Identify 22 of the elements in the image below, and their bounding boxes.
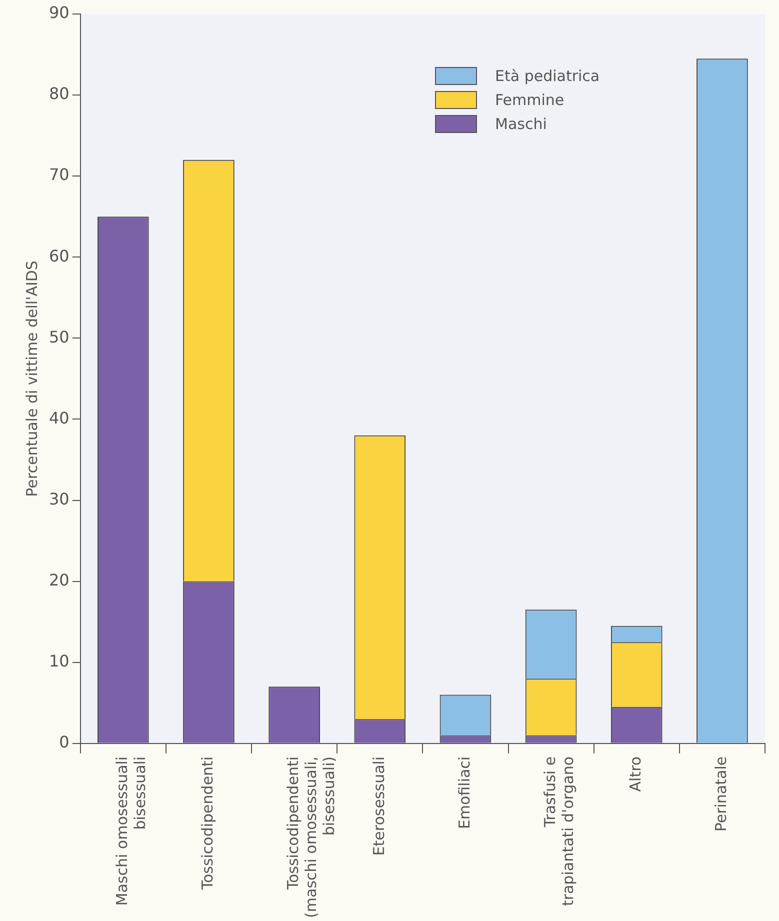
x-tick-label: Eterosessuali xyxy=(370,756,388,856)
y-tick-label: 90 xyxy=(49,3,70,22)
x-tick-label: Tossicodipendenti xyxy=(198,756,217,891)
y-tick-label: 30 xyxy=(49,489,70,508)
y-tick-label: 20 xyxy=(49,570,70,590)
y-tick-label: 0 xyxy=(59,732,70,752)
legend-label: Femmine xyxy=(495,91,564,109)
y-axis-title: Percentuale di vittime dell'AIDS xyxy=(22,260,41,497)
y-tick-label: 50 xyxy=(49,327,70,346)
x-tick-label: Trasfusi e trapiantati d'organo xyxy=(540,756,577,906)
x-tick-label: Altro xyxy=(626,756,645,792)
y-tick-label: 60 xyxy=(49,246,70,266)
x-tick-label: Emofiliaci xyxy=(455,756,474,830)
y-tick-label: 80 xyxy=(49,84,70,104)
y-tick-label: 10 xyxy=(49,652,70,671)
x-tick-label: Tossicodipendenti (maschi omosessuali, bisessuali) xyxy=(284,756,338,918)
x-tick-label: Perinatale xyxy=(712,756,730,832)
x-tick-label: Maschi omosessuali bisessuali xyxy=(113,756,150,906)
legend-label: Maschi xyxy=(495,115,547,133)
y-tick-label: 40 xyxy=(49,408,70,428)
y-tick-label: 70 xyxy=(49,165,70,184)
legend-label: Età pediatrica xyxy=(495,67,600,85)
